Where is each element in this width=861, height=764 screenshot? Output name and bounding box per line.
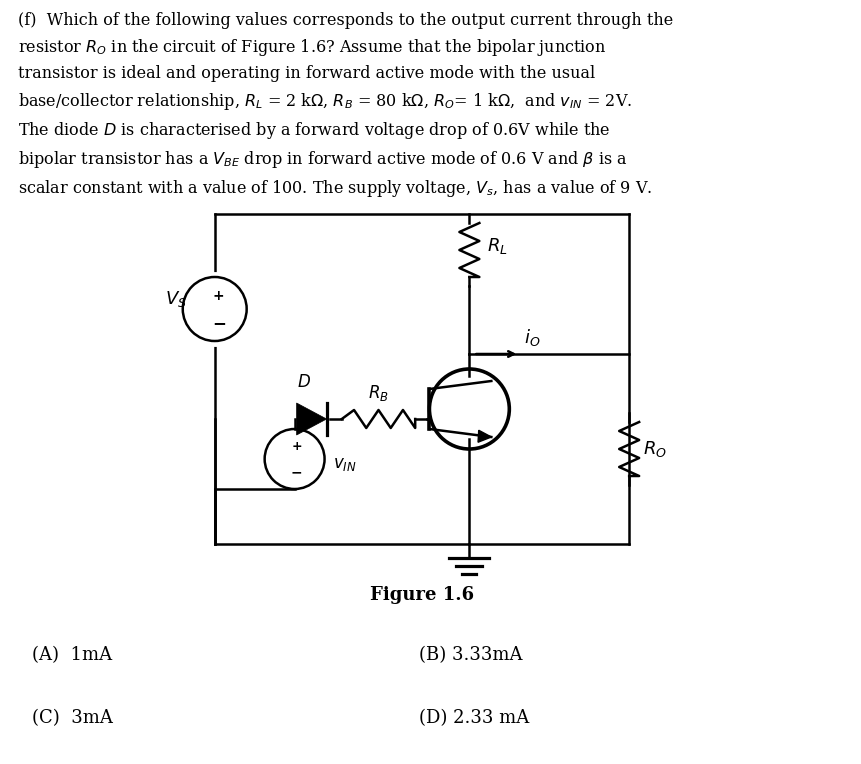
Text: (f)  Which of the following values corresponds to the output current through the: (f) Which of the following values corres…	[18, 12, 672, 199]
Text: $D$: $D$	[297, 374, 311, 391]
Text: Figure 1.6: Figure 1.6	[369, 586, 474, 604]
Text: −: −	[212, 314, 226, 332]
Text: $V_S$: $V_S$	[164, 289, 187, 309]
Text: +: +	[291, 439, 301, 452]
Text: $v_{IN}$: $v_{IN}$	[332, 455, 356, 472]
Text: $R_L$: $R_L$	[486, 236, 507, 256]
Polygon shape	[296, 403, 326, 435]
Text: −: −	[290, 465, 302, 479]
Text: (D) 2.33 mA: (D) 2.33 mA	[419, 709, 529, 727]
Text: $R_B$: $R_B$	[368, 383, 388, 403]
Text: (B) 3.33mA: (B) 3.33mA	[419, 646, 523, 664]
Text: (A)  1mA: (A) 1mA	[32, 646, 112, 664]
Text: $R_O$: $R_O$	[642, 439, 666, 459]
Text: +: +	[213, 289, 224, 303]
Text: (C)  3mA: (C) 3mA	[32, 709, 113, 727]
Polygon shape	[478, 430, 491, 442]
Text: $i_O$: $i_O$	[523, 326, 540, 348]
